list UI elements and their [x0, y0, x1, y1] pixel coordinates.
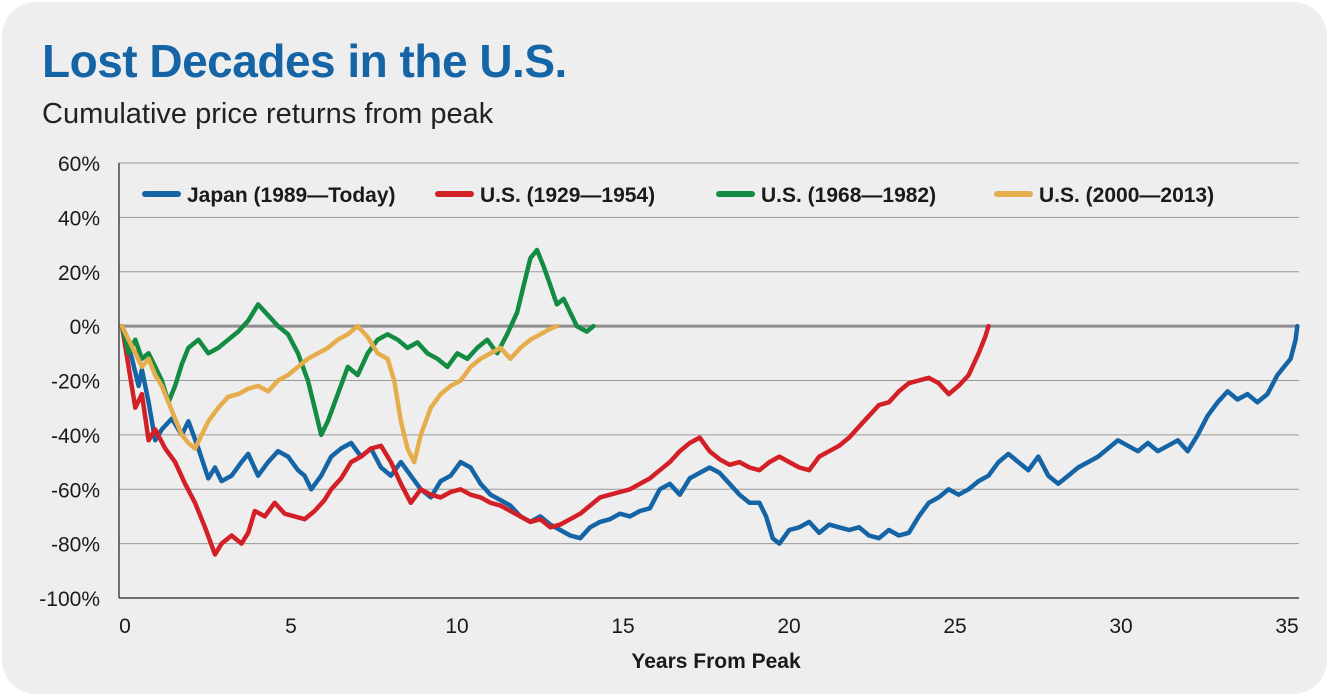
legend-label-4: U.S. (2000—2013) [1039, 184, 1214, 207]
y-tick-label: 60% [58, 153, 100, 176]
series-lines [119, 247, 1300, 557]
x-tick-label: 15 [611, 615, 634, 638]
series-line-4 [119, 323, 560, 465]
x-tick-label: 25 [943, 615, 966, 638]
x-axis-title: Years From Peak [631, 650, 801, 673]
x-tick-label: 5 [285, 615, 297, 638]
chart-subtitle: Cumulative price returns from peak [42, 98, 494, 130]
y-tick-label: 40% [58, 207, 100, 230]
series-line-1 [119, 323, 1300, 546]
y-tick-label: -80% [51, 534, 100, 557]
y-tick-label: -100% [39, 588, 100, 611]
legend: Japan (1989—Today) U.S. (1929—1954) U.S. (… [142, 184, 1214, 207]
y-tick-label: -40% [51, 425, 100, 448]
x-tick-label: 35 [1275, 615, 1298, 638]
axes: 60% 40% 20% 0% -20% -40% -60% -80% -100% 0 5 10 15 20… [39, 153, 1299, 638]
series-line-3 [119, 247, 596, 438]
y-tick-label: -60% [51, 479, 100, 502]
y-tick-label: 20% [58, 262, 100, 285]
x-tick-label: 30 [1109, 615, 1132, 638]
x-tick-label: 0 [119, 615, 131, 638]
y-tick-label: -20% [51, 371, 100, 394]
legend-label-3: U.S. (1968—1982) [761, 184, 936, 207]
x-tick-label: 10 [445, 615, 468, 638]
legend-label-2: U.S. (1929—1954) [480, 184, 655, 207]
gridlines [119, 162, 1299, 545]
series-line-2 [119, 323, 991, 557]
chart-title: Lost Decades in the U.S. [42, 35, 567, 87]
x-tick-label: 20 [777, 615, 800, 638]
y-tick-label: 0% [70, 316, 100, 339]
legend-label-1: Japan (1989—Today) [187, 184, 396, 207]
